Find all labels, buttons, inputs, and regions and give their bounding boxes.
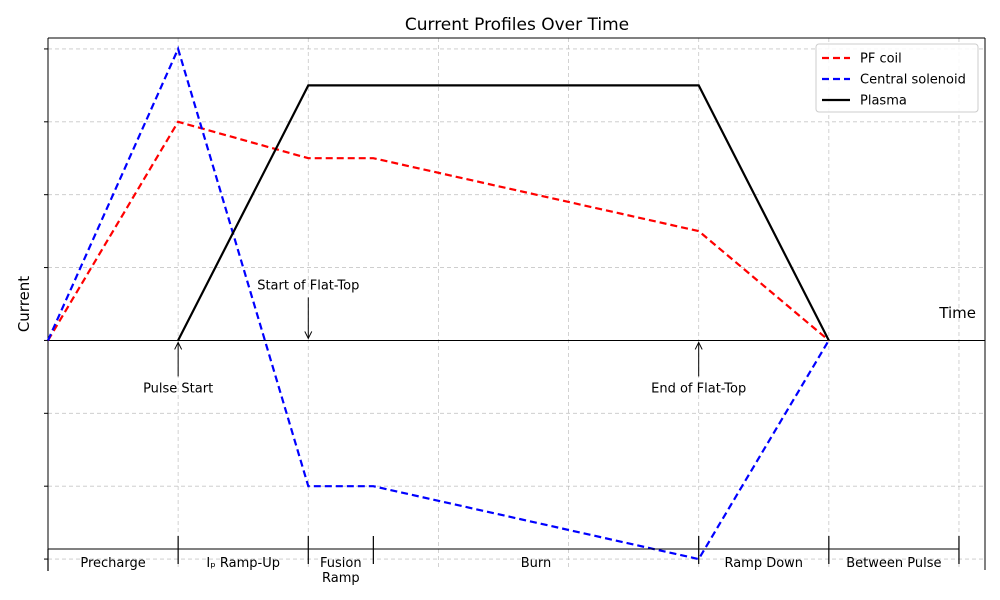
phase-label: Burn	[521, 556, 552, 571]
legend-entry-label: Central solenoid	[860, 73, 966, 88]
legend-box	[815, 43, 979, 113]
phase-label-line: Ramp Down	[724, 556, 803, 571]
annotation-arrow-head	[174, 341, 183, 350]
series-line-plasma	[177, 84, 830, 341]
phase-label-line: Iₚ Ramp-Up	[206, 556, 280, 571]
annotation-arrow-head	[304, 331, 313, 340]
annotation-label: End of Flat-Top	[651, 381, 746, 396]
y-axis-label: Current	[15, 276, 33, 332]
phase-label: Precharge	[80, 556, 145, 571]
phase-label-line: Ramp	[322, 571, 360, 586]
annotation-arrow-head	[694, 341, 703, 350]
phase-label: Fusion Ramp	[320, 556, 362, 586]
phase-label: Iₚ Ramp-Up	[206, 556, 280, 571]
chart-title: Current Profiles Over Time	[405, 15, 629, 35]
annotation: Pulse Start	[143, 341, 213, 396]
legend: PF coil Central solenoid Plasma	[815, 43, 979, 113]
legend-entry-label: PF coil	[860, 52, 902, 67]
phase-label-line: Between Pulse	[846, 556, 941, 571]
grid	[47, 38, 985, 570]
series-line-central-solenoid	[46, 45, 830, 561]
phase-label-line: Burn	[521, 556, 552, 571]
annotation-label: Pulse Start	[143, 381, 213, 396]
x-axis-label: Time	[938, 304, 976, 322]
annotation-label: Start of Flat-Top	[257, 278, 359, 293]
phase-label: Between Pulse	[846, 556, 941, 571]
phase-label: Ramp Down	[724, 556, 803, 571]
axes	[44, 37, 986, 570]
series-lines	[46, 45, 830, 561]
annotation: Start of Flat-Top	[257, 278, 359, 340]
annotation: End of Flat-Top	[651, 341, 746, 396]
series-line-pf-coil	[47, 120, 830, 342]
phase-label-line: Fusion	[320, 556, 362, 571]
annotations: Start of Flat-Top Pulse Start End of Flat-…	[143, 278, 746, 396]
phase-bracket: Precharge Iₚ Ramp-Up Fusion Ramp Burn Ramp Do…	[47, 536, 960, 586]
phase-label-line: Precharge	[80, 556, 145, 571]
legend-entry-label: Plasma	[860, 94, 907, 109]
